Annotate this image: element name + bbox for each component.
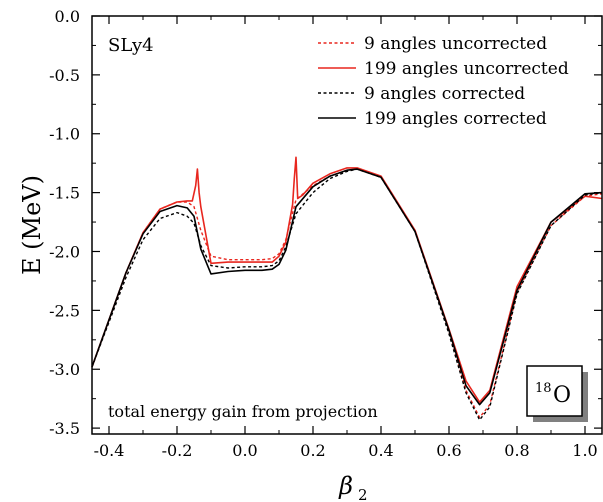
series-line-4 — [91, 168, 603, 406]
x-axis-title-symbol: β — [338, 472, 353, 500]
series-line-3 — [91, 168, 603, 421]
y-tick-label: -2.5 — [49, 301, 80, 320]
legend-label-3: 9 angles corrected — [364, 84, 525, 104]
x-tick-label: 0.8 — [504, 441, 529, 460]
y-tick-label: -2.0 — [49, 242, 80, 261]
x-tick-label: 1.0 — [572, 441, 597, 460]
legend-label-2: 199 angles uncorrected — [364, 59, 569, 79]
x-tick-label: -0.4 — [94, 441, 125, 460]
ticks-layer: -0.4 -0.2 0.0 0.2 0.4 0.6 0.8 1.0 0.0 -0.5 -1.0 -1.… — [49, 7, 602, 460]
y-tick-label: -1.5 — [49, 184, 80, 203]
x-axis-title: β 2 — [338, 472, 367, 502]
legend-label-4: 199 angles corrected — [364, 109, 547, 129]
nucleus-mass-number: 18 — [535, 381, 552, 396]
plot-area — [92, 16, 602, 434]
x-tick-label: 0.6 — [436, 441, 461, 460]
x-tick-label: -0.2 — [162, 441, 193, 460]
interaction-label: SLy4 — [108, 35, 154, 56]
y-tick-label: -3.5 — [49, 419, 80, 438]
x-tick-label: 0.2 — [300, 441, 325, 460]
y-tick-label: -1.0 — [49, 125, 80, 144]
x-tick-label: 0.4 — [368, 441, 393, 460]
legend: 9 angles uncorrected 199 angles uncorrect… — [318, 34, 569, 129]
y-tick-label: -0.5 — [49, 66, 80, 85]
nucleus-box: 18 O — [526, 365, 588, 422]
plot-frame — [91, 15, 603, 435]
y-axis-title: E (MeV) — [18, 175, 46, 275]
x-axis-title-subscript: 2 — [358, 486, 368, 502]
x-tick-label: 0.0 — [232, 441, 257, 460]
nucleus-symbol: O — [553, 383, 571, 408]
y-tick-label: 0.0 — [55, 7, 80, 26]
nucleus-box-frame — [526, 365, 583, 417]
series-layer — [91, 156, 603, 421]
series-line-2 — [91, 156, 603, 403]
legend-label-1: 9 angles uncorrected — [364, 34, 547, 54]
y-tick-label: -3.0 — [49, 360, 80, 379]
bottom-note: total energy gain from projection — [108, 402, 378, 421]
